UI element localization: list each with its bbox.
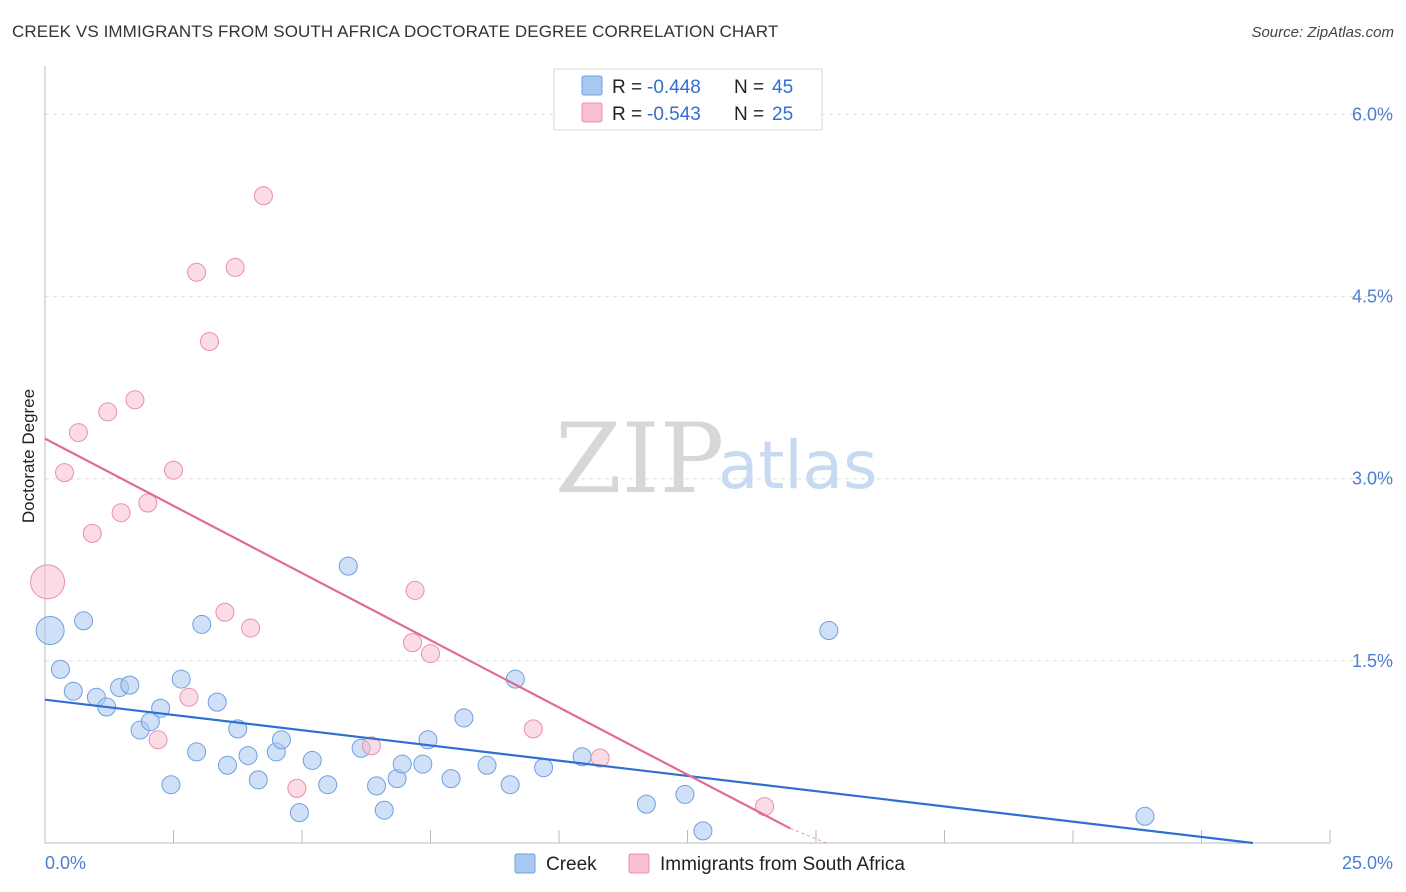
immigrants-point-17 [287, 778, 307, 798]
creek-point-14 [192, 614, 212, 634]
immigrants-point-20 [405, 580, 425, 600]
immigrants-point-15 [241, 618, 261, 638]
immigrants-point-9 [164, 460, 183, 480]
creek-point-3 [63, 681, 83, 701]
legend-swatch-immigrants [581, 102, 603, 123]
legend-r-value-immigrants: -0.543 [647, 104, 701, 125]
immigrants-point-13 [215, 602, 235, 622]
legend-n-label-creek: N = [734, 77, 764, 98]
immigrants-point-23 [590, 748, 610, 768]
x-tick-labels: 0.0% 25.0% [45, 853, 1393, 873]
immigrants-point-16 [253, 186, 273, 206]
immigrants-point-14 [225, 257, 245, 277]
legend-bottom-swatch-creek [514, 853, 536, 874]
legend-n-value-creek: 45 [772, 77, 793, 98]
x-tick-label-1: 25.0% [1342, 853, 1393, 873]
y-tick-label-3: 6.0% [1352, 104, 1393, 124]
creek-point-24 [318, 775, 338, 795]
creek-point-44 [1135, 806, 1155, 826]
creek-point-33 [441, 769, 461, 789]
immigrants-point-19 [403, 633, 423, 653]
data-points [30, 186, 1155, 841]
creek-point-34 [454, 708, 474, 728]
legend-bottom-label-creek: Creek [546, 854, 597, 875]
legend-swatch-creek [581, 75, 603, 96]
y-tick-label-1: 3.0% [1352, 469, 1393, 489]
y-tick-labels: 1.5% 3.0% 4.5% 6.0% [1352, 104, 1393, 670]
creek-point-19 [248, 770, 268, 790]
legend-r-label-creek: R = [612, 77, 642, 98]
source-credit: Source: ZipAtlas.com [1251, 24, 1394, 41]
creek-point-18 [238, 746, 258, 766]
watermark-zip: ZIP [555, 403, 724, 515]
creek-point-13 [187, 742, 207, 762]
immigrants-point-11 [187, 262, 207, 282]
creek-point-12 [171, 669, 191, 689]
creek-point-21 [271, 730, 291, 750]
immigrants-point-6 [125, 390, 145, 410]
legend-n-value-immigrants: 25 [772, 104, 793, 125]
y-tick-label-0: 1.5% [1352, 651, 1393, 671]
creek-point-40 [636, 794, 656, 814]
immigrants-point-7 [138, 493, 158, 513]
creek-point-42 [693, 821, 713, 841]
creek-point-31 [413, 754, 433, 774]
immigrants-point-12 [199, 332, 219, 351]
creek-point-15 [207, 692, 227, 712]
creek-point-23 [302, 750, 322, 770]
creek-point-16 [217, 755, 237, 775]
immigrants-point-3 [82, 523, 102, 543]
legend-bottom-label-immigrants: Immigrants from South Africa [660, 854, 905, 875]
watermark-atlas: atlas [718, 427, 878, 504]
creek-point-38 [534, 758, 554, 778]
creek-point-28 [374, 800, 394, 820]
y-axis-label: Doctorate Degree [19, 389, 38, 523]
y-tick-label-2: 4.5% [1352, 287, 1393, 307]
creek-point-1 [74, 611, 94, 631]
immigrants-point-8 [148, 730, 168, 750]
legend-bottom-swatch-immigrants [628, 853, 650, 874]
legend-r-label-immigrants: R = [612, 104, 642, 125]
creek-point-7 [120, 675, 140, 695]
creek-point-36 [500, 775, 520, 795]
immigrants-point-4 [98, 402, 118, 422]
creek-point-30 [392, 754, 412, 774]
creek-point-27 [367, 776, 387, 796]
immigrants-trend-line [44, 437, 791, 830]
creek-point-11 [161, 775, 181, 795]
creek-point-25 [338, 556, 358, 576]
creek-point-0 [35, 616, 65, 645]
grid-lines [45, 113, 1392, 662]
immigrants-point-21 [421, 644, 440, 664]
x-tick-label-0: 0.0% [45, 853, 86, 873]
legend-bottom: Creek Immigrants from South Africa [514, 853, 905, 875]
immigrants-point-22 [523, 719, 543, 739]
trend-lines [44, 437, 1254, 845]
immigrants-point-1 [55, 463, 75, 483]
immigrants-trend-extension [790, 827, 827, 844]
immigrants-point-5 [111, 503, 131, 523]
immigrants-point-0 [30, 564, 66, 600]
creek-trend-line [44, 698, 1254, 845]
creek-point-22 [289, 803, 309, 823]
creek-point-43 [819, 621, 839, 640]
creek-point-2 [50, 659, 70, 679]
creek-point-35 [477, 755, 497, 775]
creek-point-41 [675, 784, 695, 804]
axes [44, 66, 1331, 844]
immigrants-point-10 [179, 687, 199, 707]
chart-title: CREEK VS IMMIGRANTS FROM SOUTH AFRICA DO… [12, 22, 779, 41]
watermark: ZIP atlas [555, 403, 878, 515]
legend-r-value-creek: -0.448 [647, 77, 701, 98]
legend-n-label-immigrants: N = [734, 104, 764, 125]
immigrants-point-2 [68, 423, 88, 443]
creek-point-17 [228, 719, 248, 739]
legend-top: R = -0.448 N = 45 R = -0.543 N = 25 [553, 68, 823, 131]
immigrants-point-18 [361, 736, 381, 756]
